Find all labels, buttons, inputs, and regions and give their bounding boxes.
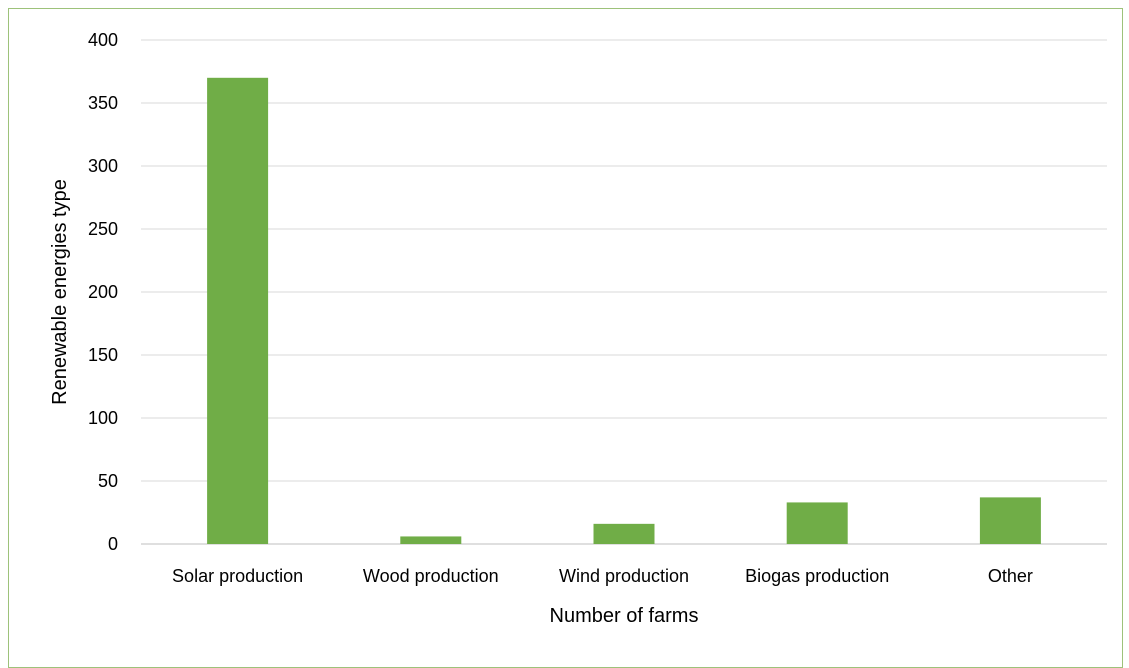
y-tick-label: 400 — [88, 30, 118, 50]
x-tick-labels: Solar production Wood production Wind prod… — [172, 566, 1033, 586]
x-axis-title: Number of farms — [550, 605, 699, 627]
bar — [593, 523, 655, 544]
y-tick-label: 300 — [88, 156, 118, 176]
y-axis-title: Renewable energies type — [49, 179, 71, 405]
y-tick-label: 250 — [88, 219, 118, 239]
x-tick-label: Wind production — [559, 566, 689, 586]
bar-chart: 0 50 100 150 200 250 300 350 400 Solar productio… — [49, 30, 1107, 627]
y-tick-label: 0 — [108, 534, 118, 554]
gridlines — [141, 39, 1107, 545]
y-tick-label: 350 — [88, 93, 118, 113]
y-tick-label: 50 — [98, 471, 118, 491]
chart-frame — [8, 8, 1123, 668]
bar — [786, 502, 848, 544]
y-tick-label: 100 — [88, 408, 118, 428]
bar — [400, 536, 462, 544]
x-tick-label: Other — [988, 566, 1033, 586]
bar — [207, 77, 269, 545]
y-tick-label: 150 — [88, 345, 118, 365]
x-tick-label: Biogas production — [745, 566, 889, 586]
x-tick-label: Wood production — [363, 566, 499, 586]
y-tick-label: 200 — [88, 282, 118, 302]
y-tick-labels: 0 50 100 150 200 250 300 350 400 — [88, 30, 118, 554]
bars — [207, 77, 1041, 545]
bar — [979, 497, 1041, 544]
x-tick-label: Solar production — [172, 566, 303, 586]
